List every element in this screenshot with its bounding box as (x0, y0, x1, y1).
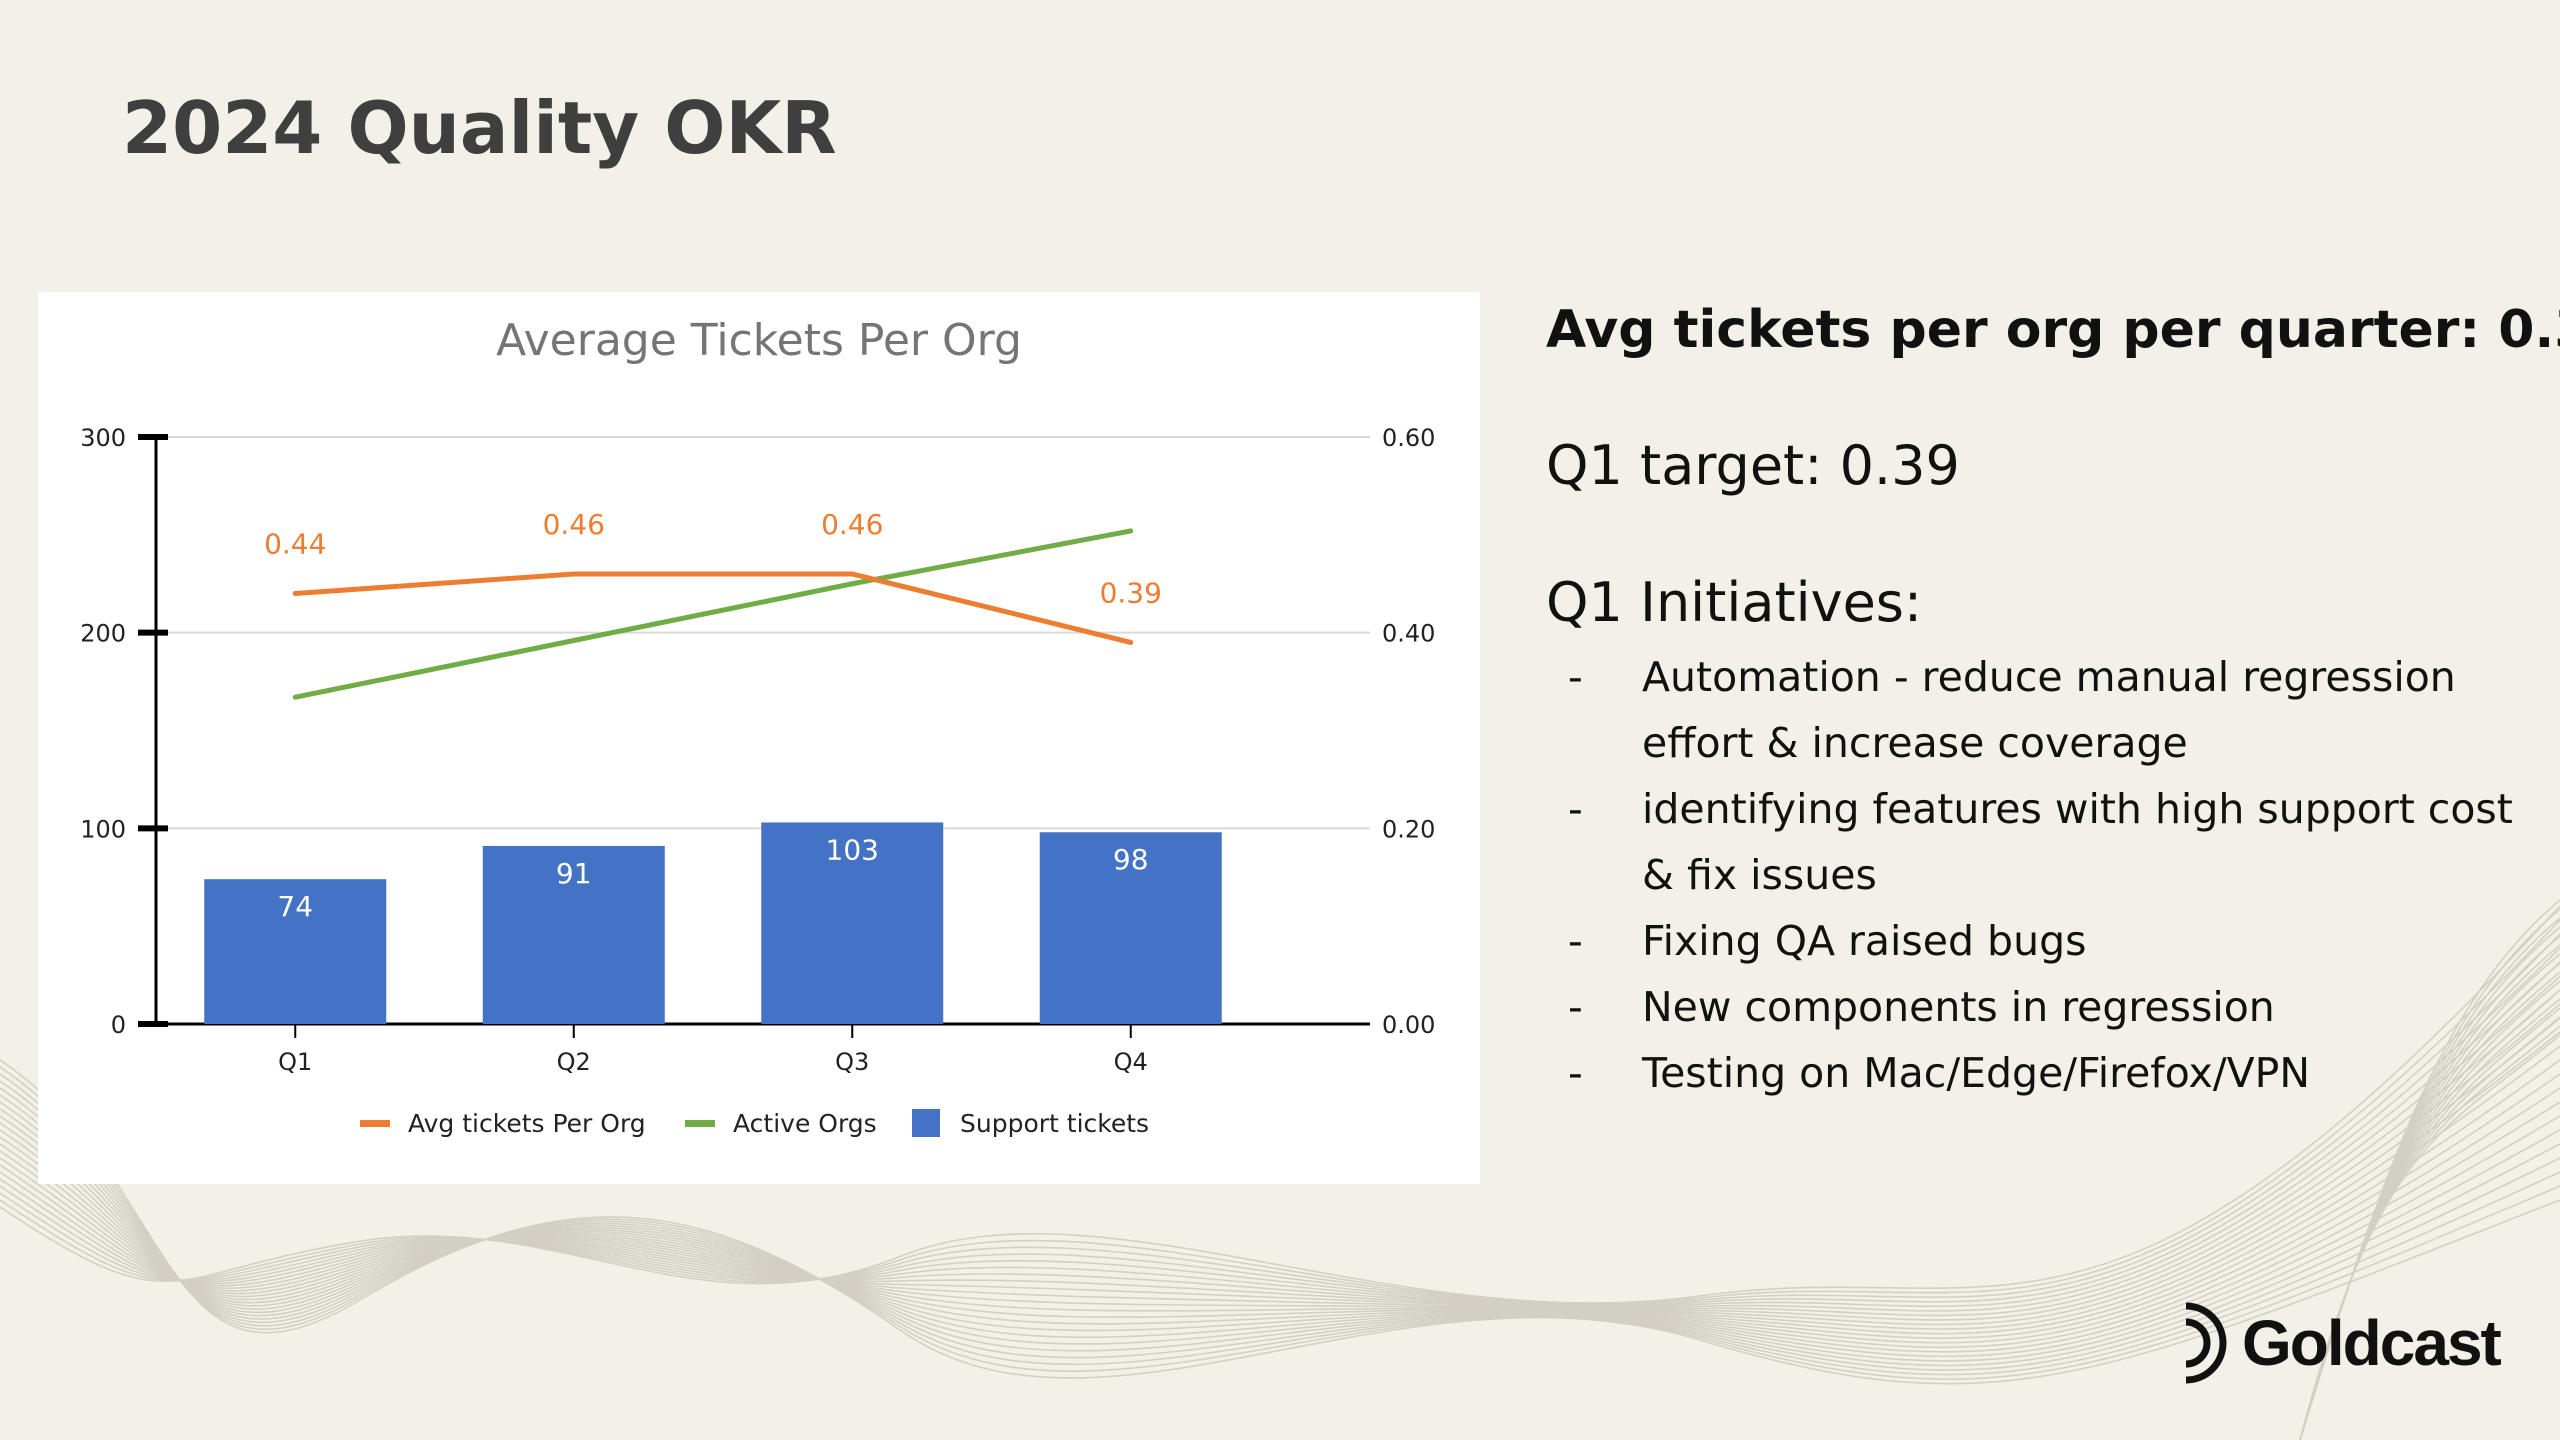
active-orgs-point (292, 694, 298, 700)
q1-target: Q1 target: 0.39 (1546, 434, 1960, 497)
avg-tickets-point (849, 571, 855, 577)
wave-line (0, 919, 2560, 1305)
wave-line (0, 947, 2560, 1307)
wave-line (0, 1031, 2560, 1330)
legend-label: Active Orgs (733, 1109, 877, 1138)
okr-summary-panel: Avg tickets per org per quarter: 0.3 Q1 … (1546, 300, 2560, 1106)
wave-line (0, 989, 2560, 1317)
wave-line (0, 975, 2560, 1312)
left-axis-tick-label: 200 (80, 620, 126, 648)
wave-line (0, 1059, 2560, 1385)
left-axis-tick-label: 300 (80, 424, 126, 452)
active-orgs-point (571, 637, 577, 643)
logo-text: Goldcast (2242, 1307, 2502, 1379)
slide-title: 2024 Quality OKR (122, 86, 837, 170)
wave-line (0, 1073, 2560, 1344)
legend-label: Avg tickets Per Org (408, 1109, 646, 1138)
avg-tickets-summary: Avg tickets per org per quarter: 0.3 (1546, 300, 2560, 360)
legend-swatch (685, 1120, 715, 1127)
legend-swatch (360, 1120, 390, 1127)
legend-swatch (912, 1109, 940, 1137)
left-axis-tick-label: 100 (80, 815, 126, 843)
chart-card: Average Tickets Per Org 0 100 200 300 0.00 0.2… (38, 292, 1480, 1184)
initiatives-heading: Q1 Initiatives: (1546, 571, 1923, 634)
initiative-item: - Automation - reduce manual regression e… (1546, 644, 2526, 776)
avg-tickets-point (292, 591, 298, 597)
right-axis-tick-label: 0.40 (1382, 620, 1435, 648)
bullet-dash: - (1568, 1049, 1583, 1097)
bar (482, 845, 665, 1024)
bar (1039, 832, 1222, 1024)
goldcast-logo-icon (2185, 1302, 2227, 1384)
wave-line (0, 1101, 2560, 1358)
wave-line (0, 1080, 2560, 1371)
bar-data-label: 74 (277, 890, 313, 923)
initiatives-list: - Automation - reduce manual regression e… (1546, 644, 2526, 1106)
chart-title: Average Tickets Per Org (496, 315, 1022, 366)
wave-line (0, 961, 2560, 1308)
initiative-text: Fixing QA raised bugs (1642, 917, 2087, 965)
wave-line (0, 1059, 2560, 1339)
goldcast-logo: Goldcast (2182, 1300, 2502, 1386)
combo-chart: Average Tickets Per Org 0 100 200 300 0.00 0.2… (80, 315, 1435, 1138)
wave-line (0, 1101, 2560, 1353)
avg-tickets-point (1128, 639, 1134, 645)
left-axis-tick-label: 0 (111, 1011, 126, 1039)
bullet-dash: - (1568, 653, 1583, 701)
wave-line (0, 1094, 2560, 1362)
right-axis-tick-label: 0.00 (1382, 1011, 1435, 1039)
avg-tickets-point (571, 571, 577, 577)
x-axis-tick-label: Q1 (278, 1048, 312, 1076)
bullet-dash: - (1568, 917, 1583, 965)
avg-tickets-data-label: 0.44 (264, 528, 326, 561)
x-axis-tick-label: Q3 (835, 1048, 869, 1076)
wave-line (0, 1017, 2560, 1326)
wave-line (0, 1087, 2560, 1367)
wave-line (0, 905, 2560, 1304)
initiative-text: Automation - reduce manual regression ef… (1642, 653, 2456, 767)
initiative-item: - New components in regression (1546, 974, 2526, 1040)
wave-line (0, 933, 2560, 1306)
initiative-item: - identifying features with high support … (1546, 776, 2526, 908)
right-axis-tick-label: 0.20 (1382, 815, 1435, 843)
wave-line (0, 1003, 2560, 1321)
wave-line (0, 1073, 2560, 1376)
initiative-item: - Testing on Mac/Edge/Firefox/VPN (1546, 1040, 2526, 1106)
bar-data-label: 103 (826, 833, 879, 866)
avg-tickets-data-label: 0.39 (1100, 576, 1162, 609)
wave-line (2299, 1034, 2560, 1440)
initiative-text: New components in regression (1642, 983, 2275, 1031)
legend-label: Support tickets (960, 1109, 1149, 1138)
active-orgs-point (849, 581, 855, 587)
avg-tickets-data-label: 0.46 (821, 508, 883, 541)
bar (204, 879, 387, 1024)
bar (761, 822, 944, 1024)
active-orgs-line (294, 528, 1132, 700)
right-axis-tick-label: 0.60 (1382, 424, 1435, 452)
initiative-text: identifying features with high support c… (1642, 785, 2513, 899)
active-orgs-point (1128, 528, 1134, 534)
bullet-dash: - (1568, 785, 1583, 833)
bullet-dash: - (1568, 983, 1583, 1031)
bar-data-label: 91 (556, 857, 592, 890)
avg-tickets-data-label: 0.46 (543, 508, 605, 541)
x-axis-tick-label: Q2 (557, 1048, 591, 1076)
wave-line (0, 1066, 2560, 1380)
bar-data-label: 98 (1113, 843, 1149, 876)
initiative-item: - Fixing QA raised bugs (1546, 908, 2526, 974)
avg-tickets-line (295, 571, 1132, 645)
initiative-text: Testing on Mac/Edge/Firefox/VPN (1642, 1049, 2311, 1097)
x-axis-tick-label: Q4 (1114, 1048, 1148, 1076)
wave-line (0, 1087, 2560, 1349)
wave-line (0, 1045, 2560, 1335)
